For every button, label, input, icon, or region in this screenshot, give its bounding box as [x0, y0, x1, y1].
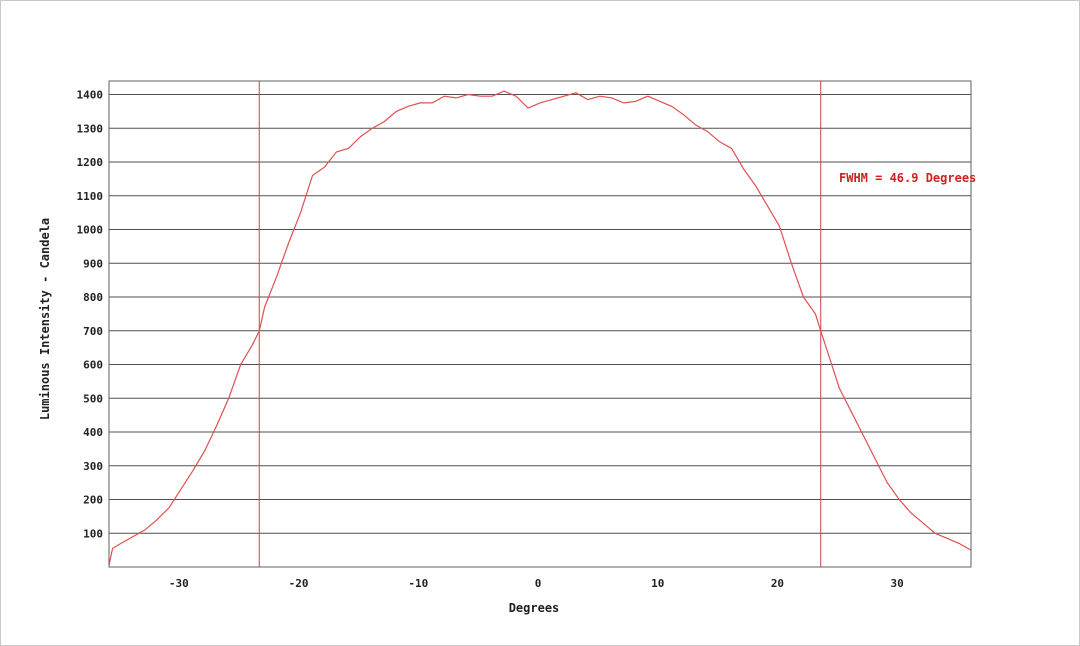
y-tick-label-9: 1000	[77, 224, 104, 237]
y-tick-label-4: 500	[83, 392, 103, 405]
y-tick-label-0: 100	[83, 527, 103, 540]
y-tick-label-3: 400	[83, 426, 103, 439]
fwhm-markers	[258, 81, 822, 567]
y-tick-label-6: 700	[83, 325, 103, 338]
x-tick-label-0: -30	[169, 577, 189, 590]
y-tick-label-7: 800	[83, 291, 103, 304]
fwhm-annotation: FWHM = 46.9 Degrees	[839, 171, 976, 185]
x-tick-label-2: -10	[408, 577, 428, 590]
y-tick-label-8: 900	[83, 257, 103, 270]
y-axis-label: Luminous Intensity - Candela	[38, 218, 52, 420]
x-axis-label: Degrees	[509, 601, 560, 615]
x-tick-label-3: 0	[535, 577, 542, 590]
y-tick-label-10: 1100	[77, 190, 104, 203]
y-tick-labels: 100 200 300 400 500 600 700 800 900 1000 1100 1200 1…	[77, 89, 104, 541]
y-tick-label-5: 600	[83, 359, 103, 372]
x-tick-label-6: 30	[891, 577, 904, 590]
plot-border	[108, 80, 972, 568]
plot-background	[109, 81, 971, 567]
y-tick-label-2: 300	[83, 460, 103, 473]
y-tick-label-11: 1200	[77, 156, 104, 169]
x-tick-label-1: -20	[289, 577, 309, 590]
x-tick-label-4: 10	[651, 577, 664, 590]
y-tick-label-13: 1400	[77, 89, 104, 102]
series-line	[108, 90, 972, 566]
y-tick-label-1: 200	[83, 494, 103, 507]
grid-lines	[109, 94, 971, 534]
y-tick-label-12: 1300	[77, 122, 104, 135]
x-tick-labels: -30 -20 -10 0 10 20 30	[169, 577, 904, 590]
x-tick-label-5: 20	[771, 577, 784, 590]
